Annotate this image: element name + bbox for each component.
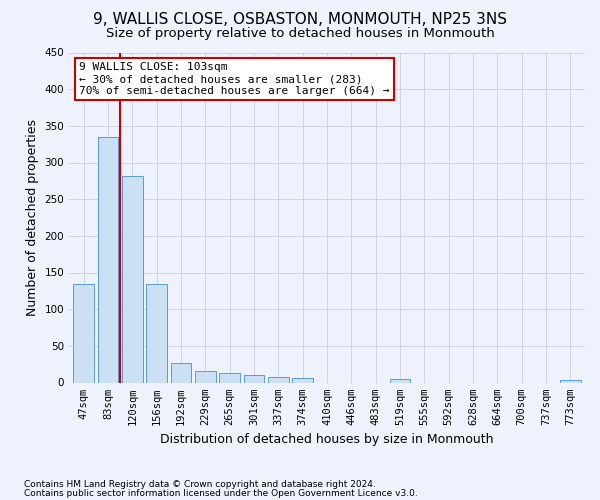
Bar: [122, 176, 143, 382]
Text: Size of property relative to detached houses in Monmouth: Size of property relative to detached ho…: [106, 28, 494, 40]
Bar: [170, 362, 191, 382]
Bar: [560, 380, 581, 382]
Y-axis label: Number of detached properties: Number of detached properties: [26, 119, 39, 316]
Bar: [244, 375, 265, 382]
Bar: [219, 373, 240, 382]
Text: 9 WALLIS CLOSE: 103sqm
← 30% of detached houses are smaller (283)
70% of semi-de: 9 WALLIS CLOSE: 103sqm ← 30% of detached…: [79, 62, 390, 96]
Bar: [73, 284, 94, 382]
Bar: [389, 379, 410, 382]
Bar: [292, 378, 313, 382]
Bar: [268, 378, 289, 382]
Bar: [195, 371, 215, 382]
Text: 9, WALLIS CLOSE, OSBASTON, MONMOUTH, NP25 3NS: 9, WALLIS CLOSE, OSBASTON, MONMOUTH, NP2…: [93, 12, 507, 28]
Bar: [98, 137, 118, 382]
X-axis label: Distribution of detached houses by size in Monmouth: Distribution of detached houses by size …: [160, 433, 494, 446]
Text: Contains public sector information licensed under the Open Government Licence v3: Contains public sector information licen…: [24, 489, 418, 498]
Bar: [146, 284, 167, 382]
Text: Contains HM Land Registry data © Crown copyright and database right 2024.: Contains HM Land Registry data © Crown c…: [24, 480, 376, 489]
